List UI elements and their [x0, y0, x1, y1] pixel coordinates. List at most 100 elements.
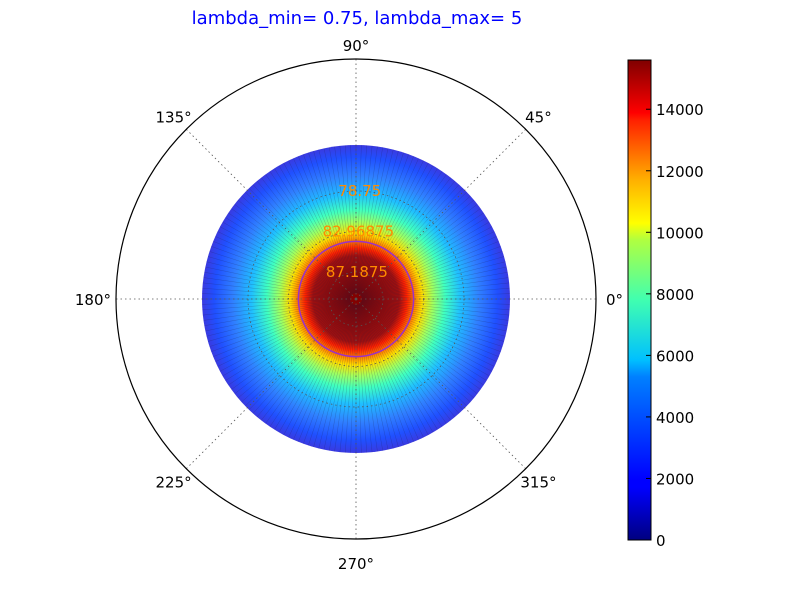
heatmap-spoke	[308, 152, 355, 294]
heatmap-spoke	[234, 204, 352, 296]
heatmap-spoke	[222, 301, 351, 377]
heatmap-spoke	[360, 302, 475, 399]
colorbar-tick-label: 6000	[656, 347, 694, 365]
heatmap-spoke	[215, 236, 351, 297]
angle-tick-label: 90°	[343, 37, 370, 55]
colorbar-tick-label: 8000	[656, 286, 694, 304]
heatmap-spoke	[308, 304, 355, 446]
heatmap-spoke	[360, 302, 478, 394]
heatmap-spoke	[334, 304, 356, 452]
heatmap-spoke	[339, 304, 356, 453]
heatmap-spoke	[360, 191, 467, 295]
heatmap-spoke	[207, 256, 351, 298]
heatmap-spoke	[361, 300, 503, 347]
heatmap-spoke	[358, 304, 419, 440]
heatmap-spoke	[241, 302, 352, 403]
heatmap-spoke	[234, 302, 352, 394]
heatmap-spoke	[225, 217, 352, 296]
heatmap-spoke	[359, 180, 456, 295]
heatmap-spoke	[313, 304, 355, 448]
heatmap-spoke	[334, 146, 356, 294]
colorbar-tick-label: 10000	[656, 224, 704, 242]
heatmap-spoke	[361, 300, 506, 337]
colorbar-tick-label: 0	[656, 532, 666, 550]
heatmap-spoke	[278, 165, 354, 294]
heatmap-spoke	[361, 299, 510, 316]
heatmap-spoke	[204, 272, 351, 299]
heatmap-spoke	[283, 162, 354, 294]
heatmap-spoke	[217, 231, 351, 297]
heatmap-spoke	[359, 171, 443, 295]
heatmap-spoke	[323, 148, 355, 294]
heatmap-spoke	[323, 304, 355, 450]
heatmap-spoke	[359, 177, 451, 295]
heatmap-spoke	[357, 304, 389, 450]
heatmap-spoke	[361, 300, 505, 342]
heatmap-spoke	[203, 277, 351, 299]
heatmap-spoke	[361, 277, 509, 299]
heatmap-spoke	[361, 266, 507, 298]
heatmap-spoke	[203, 299, 351, 321]
heatmap-spoke	[356, 145, 373, 294]
heatmap-spoke	[211, 300, 351, 352]
angle-tick-label: 315°	[520, 473, 556, 491]
heatmap-spoke	[213, 301, 351, 357]
radial-gridline	[247, 190, 465, 408]
heatmap-spoke	[361, 301, 495, 367]
heatmap-spoke	[361, 301, 497, 362]
angle-tick-labels: 0° 45° 90° 135° 180° 225° 270° 315°	[75, 37, 623, 573]
heatmap-spoke	[261, 177, 353, 295]
heatmap-spoke	[252, 303, 353, 414]
heatmap-spoke	[359, 303, 447, 424]
heatmap-spoke	[356, 304, 367, 453]
heatmap-spoke	[361, 301, 499, 357]
heatmap-spoke	[360, 303, 467, 407]
colorbar-tick-label: 14000	[656, 101, 704, 119]
heatmap-spoke	[361, 300, 507, 332]
heatmap-spoke	[359, 303, 443, 427]
heatmap-spoke	[361, 282, 510, 299]
heatmap-spoke	[318, 304, 355, 449]
heatmap-spoke	[318, 149, 355, 294]
heatmap-spoke	[360, 302, 487, 381]
heatmap-spoke	[215, 301, 351, 362]
heatmap-spoke	[357, 304, 394, 449]
heatmap-spoke	[288, 304, 354, 438]
heatmap-spoke	[213, 241, 351, 297]
heatmap-spoke	[360, 199, 475, 296]
heatmap-spoke	[357, 304, 399, 448]
heatmap-spoke	[202, 293, 351, 299]
heatmap-spoke	[303, 304, 355, 444]
heatmap-spoke	[360, 208, 481, 296]
heatmap-spoke	[288, 160, 354, 294]
heatmap-spoke	[339, 145, 356, 294]
colorbar-tick-label: 4000	[656, 409, 694, 427]
radial-gridline	[288, 231, 424, 367]
heatmap-spoke	[206, 261, 351, 298]
heatmap-spoke	[231, 208, 352, 296]
heatmap-spoke	[361, 272, 508, 299]
heatmap-spoke	[345, 304, 356, 453]
heatmap-spoke	[265, 174, 353, 295]
heatmap-spoke	[202, 288, 351, 299]
heatmap-spoke	[361, 299, 509, 321]
heatmap-spoke	[356, 145, 362, 294]
heatmap-spoke	[228, 212, 352, 296]
heatmap-spoke	[261, 303, 353, 421]
heatmap-spoke	[274, 168, 353, 295]
polar-axis-frame	[115, 58, 597, 540]
heatmap-spoke	[205, 300, 351, 332]
angle-tick-label: 135°	[155, 109, 191, 127]
heatmap-spoke	[361, 299, 508, 326]
colorbar-gradient	[627, 59, 652, 541]
heatmap-spoke	[361, 261, 506, 298]
heatmap-spoke	[361, 288, 510, 299]
angle-tick-label: 180°	[75, 291, 111, 309]
heatmap-spoke	[361, 246, 501, 298]
heatmap-spoke	[283, 304, 354, 436]
heatmap-spoke	[237, 302, 352, 399]
heatmap-spoke	[298, 304, 354, 442]
colorbar-ticks: 0 2000 4000 6000 8000 10000 12000 14000	[646, 101, 704, 550]
